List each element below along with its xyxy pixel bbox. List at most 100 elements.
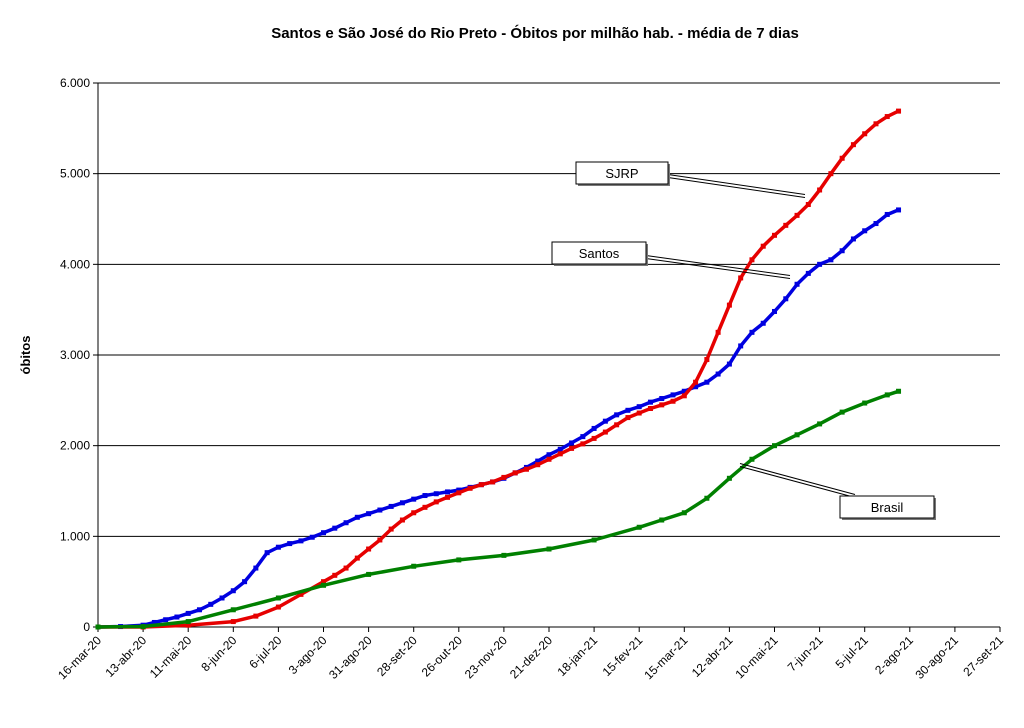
- data-point-santos: [569, 440, 575, 446]
- data-point-brasil: [772, 443, 777, 449]
- data-point-santos: [896, 207, 902, 213]
- y-tick-label: 6.000: [60, 76, 90, 90]
- data-point-sjrp: [501, 474, 507, 480]
- data-point-sjrp: [805, 201, 811, 207]
- x-tick-label: 16-mar-20: [55, 633, 104, 682]
- data-point-santos: [399, 500, 405, 506]
- data-point-sjrp: [377, 537, 383, 543]
- data-point-santos: [343, 520, 349, 526]
- data-point-sjrp: [580, 441, 586, 447]
- axes: [93, 82, 1001, 632]
- data-point-sjrp: [535, 462, 541, 468]
- data-point-santos: [591, 425, 597, 431]
- data-point-santos: [625, 407, 631, 413]
- data-point-sjrp: [704, 357, 710, 363]
- callout-label-brasil: Brasil: [871, 500, 904, 515]
- data-point-santos: [602, 418, 608, 424]
- data-point-brasil: [230, 607, 236, 613]
- data-point-brasil: [896, 388, 902, 394]
- data-point-brasil: [95, 624, 101, 630]
- data-point-sjrp: [681, 393, 687, 399]
- x-tick-label: 11-mai-20: [147, 633, 195, 681]
- data-point-santos: [884, 211, 890, 217]
- data-point-sjrp: [726, 302, 732, 308]
- data-point-sjrp: [715, 329, 721, 335]
- x-tick-label: 31-ago-20: [326, 633, 375, 682]
- data-point-sjrp: [467, 485, 473, 491]
- chart-title: Santos e São José do Rio Preto - Óbitos …: [271, 24, 799, 42]
- data-point-santos: [794, 281, 800, 287]
- y-axis-label: óbitos: [18, 336, 33, 375]
- data-point-santos: [704, 379, 710, 385]
- y-tick-labels: 0 1.000 2.000 3.000 4.000 5.000 6.000: [60, 76, 90, 634]
- series-line-sjrp: [98, 109, 900, 629]
- data-point-sjrp: [230, 619, 236, 625]
- data-point-sjrp: [670, 398, 676, 404]
- x-tick-label: 7-jun-21: [785, 633, 826, 674]
- data-point-brasil: [726, 475, 732, 481]
- callout-box-brasil: [839, 495, 935, 519]
- data-point-brasil: [501, 552, 507, 558]
- data-point-sjrp: [625, 415, 631, 421]
- callout-label-sjrp: SJRP: [605, 166, 638, 181]
- data-point-sjrp: [411, 510, 417, 516]
- data-point-santos: [219, 595, 225, 601]
- data-point-santos: [715, 371, 721, 377]
- data-point-santos: [332, 525, 338, 531]
- data-point-santos: [681, 388, 687, 394]
- data-point-sjrp: [546, 456, 552, 462]
- data-point-brasil: [681, 510, 687, 516]
- data-point-brasil: [411, 563, 417, 569]
- callout-box-sjrp: [575, 161, 669, 185]
- data-point-sjrp: [772, 232, 777, 238]
- data-point-sjrp: [884, 114, 890, 120]
- data-point-santos: [738, 343, 744, 349]
- data-point-brasil: [275, 595, 281, 601]
- data-point-santos: [862, 228, 868, 234]
- data-point-santos: [614, 412, 620, 418]
- data-point-santos: [873, 221, 879, 227]
- data-point-santos: [275, 544, 281, 550]
- data-point-sjrp: [749, 257, 755, 263]
- x-tick-label: 12-abr-21: [689, 633, 736, 680]
- data-point-santos: [850, 236, 856, 242]
- data-point-santos: [726, 361, 732, 367]
- data-point-brasil: [321, 582, 326, 588]
- data-point-santos: [817, 261, 823, 267]
- data-point-brasil: [794, 432, 800, 438]
- data-point-sjrp: [794, 212, 800, 218]
- data-point-sjrp: [783, 222, 789, 228]
- x-tick-label: 18-jan-21: [554, 633, 600, 679]
- series-line-santos: [97, 208, 900, 629]
- x-tick-label: 15-mar-21: [641, 633, 690, 682]
- x-tick-label: 26-out-20: [419, 633, 465, 679]
- data-point-sjrp: [354, 555, 360, 561]
- data-point-sjrp: [321, 579, 326, 585]
- data-point-sjrp: [433, 499, 439, 505]
- x-tick-label: 8-jun-20: [198, 633, 239, 674]
- data-point-santos: [321, 530, 326, 536]
- data-point-sjrp: [850, 142, 856, 148]
- data-point-santos: [546, 452, 552, 458]
- data-point-brasil: [456, 557, 462, 563]
- data-point-sjrp: [445, 494, 451, 500]
- data-point-brasil: [884, 392, 890, 398]
- y-tick-label: 4.000: [60, 257, 90, 271]
- data-point-santos: [670, 392, 676, 398]
- callouts: SJRP Santos Brasil: [551, 161, 936, 520]
- data-point-sjrp: [738, 275, 744, 281]
- data-point-sjrp: [636, 410, 642, 416]
- data-point-sjrp: [693, 379, 699, 385]
- data-point-santos: [163, 617, 169, 623]
- data-point-santos: [366, 511, 372, 517]
- data-point-sjrp: [614, 422, 620, 428]
- data-point-sjrp: [298, 591, 304, 597]
- y-tick-label: 5.000: [60, 167, 90, 181]
- x-tick-label: 27-set-21: [960, 633, 1006, 679]
- x-tick-label: 15-fev-21: [600, 633, 646, 679]
- y-tick-label: 3.000: [60, 348, 90, 362]
- data-point-santos: [580, 434, 586, 440]
- data-point-sjrp: [275, 604, 281, 610]
